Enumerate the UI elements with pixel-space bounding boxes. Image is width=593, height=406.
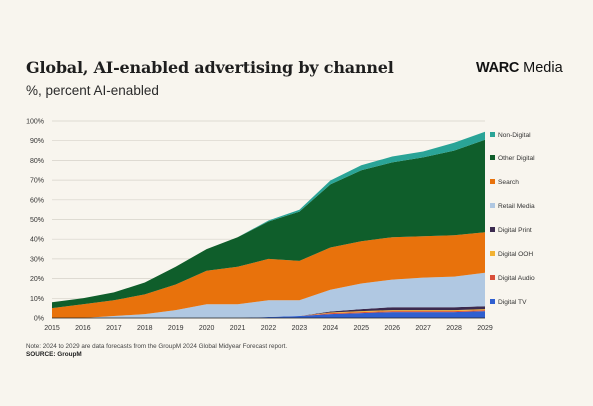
legend-swatch	[490, 155, 495, 160]
x-tick-label: 2018	[137, 325, 153, 332]
brand-logo-bold: WARC	[476, 60, 520, 76]
legend-swatch	[490, 275, 495, 280]
x-tick-label: 2025	[353, 325, 369, 332]
x-tick-label: 2019	[168, 325, 184, 332]
y-tick-label: 100%	[26, 119, 44, 126]
x-tick-label: 2024	[323, 325, 339, 332]
legend-swatch	[490, 227, 495, 232]
y-tick-label: 90%	[30, 138, 44, 145]
y-tick-label: 70%	[30, 178, 44, 185]
area-digital-audio	[52, 310, 485, 318]
x-tick-label: 2021	[230, 325, 246, 332]
x-tick-label: 2029	[477, 325, 493, 332]
legend-label: Non-Digital	[498, 132, 531, 139]
legend-swatch	[490, 132, 495, 137]
y-tick-label: 40%	[30, 237, 44, 244]
brand-logo-rest: Media	[519, 60, 563, 76]
x-tick-label: 2016	[75, 325, 91, 332]
y-tick-label: 20%	[30, 276, 44, 283]
area-non-digital	[52, 131, 485, 303]
y-tick-label: 30%	[30, 256, 44, 263]
legend-label: Search	[498, 179, 519, 186]
legend-swatch	[490, 299, 495, 304]
legend-label: Digital TV	[498, 299, 527, 306]
legend-label: Digital Print	[498, 227, 532, 234]
chart-subtitle: %, percent AI-enabled	[26, 83, 159, 98]
x-tick-label: 2023	[292, 325, 308, 332]
y-tick-label: 60%	[30, 197, 44, 204]
area-digital-ooh	[52, 309, 485, 318]
x-tick-label: 2027	[415, 325, 431, 332]
x-tick-label: 2017	[106, 325, 122, 332]
legend-swatch	[490, 251, 495, 256]
area-retail-media	[52, 272, 485, 318]
area-digital-tv	[52, 311, 485, 318]
legend-label: Digital Audio	[498, 275, 535, 282]
area-search	[52, 232, 485, 318]
y-tick-label: 80%	[30, 158, 44, 165]
legend-label: Other Digital	[498, 155, 535, 162]
x-tick-label: 2022	[261, 325, 277, 332]
x-tick-label: 2020	[199, 325, 215, 332]
x-tick-label: 2026	[384, 325, 400, 332]
legend-label: Retail Media	[498, 203, 535, 210]
legend-swatch	[490, 179, 495, 184]
area-other-digital	[52, 139, 485, 309]
legend-swatch	[490, 203, 495, 208]
source-label: SOURCE: GroupM	[26, 351, 82, 358]
brand-logo: WARC Media	[476, 60, 563, 76]
x-tick-label: 2015	[44, 325, 60, 332]
legend-label: Digital OOH	[498, 251, 533, 258]
footnote: Note: 2024 to 2029 are data forecasts fr…	[26, 343, 288, 350]
y-tick-label: 0%	[34, 316, 44, 323]
y-tick-label: 10%	[30, 296, 44, 303]
area-digital-print	[52, 306, 485, 318]
x-tick-label: 2028	[446, 325, 462, 332]
chart-title: Global, AI-enabled advertising by channe…	[26, 58, 394, 77]
y-tick-label: 50%	[30, 217, 44, 224]
